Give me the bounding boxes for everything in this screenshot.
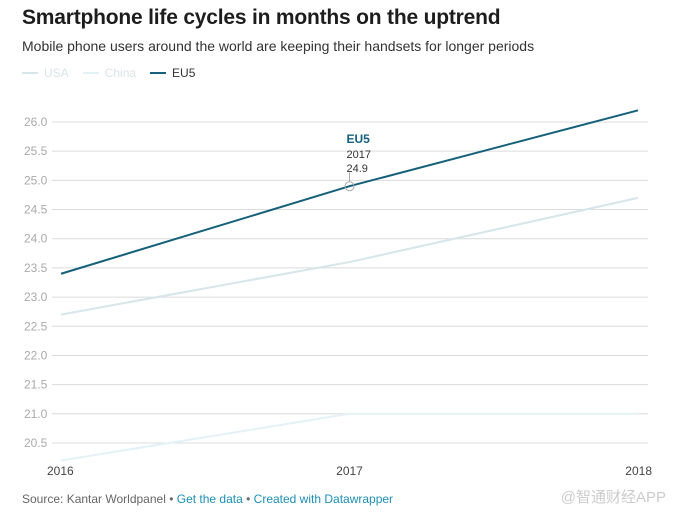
legend-swatch	[22, 72, 38, 74]
separator: •	[242, 492, 254, 506]
legend-swatch	[150, 72, 167, 74]
y-tick-label: 23.5	[24, 261, 48, 275]
source-text: Source: Kantar Worldpanel	[22, 492, 166, 506]
legend: USA China EU5	[22, 66, 195, 80]
tooltip-marker	[344, 181, 355, 192]
y-tick-label: 21.5	[24, 378, 48, 392]
x-tick-label: 2016	[47, 464, 74, 478]
legend-item-china[interactable]: China	[82, 66, 137, 80]
separator: •	[165, 492, 177, 506]
watermark: @智通财经APP	[560, 489, 666, 506]
legend-item-usa[interactable]: USA	[22, 66, 69, 80]
series-line-eu5	[60, 109, 639, 275]
y-tick-label: 24.0	[24, 232, 48, 246]
y-tick-label: 25.0	[24, 173, 48, 187]
legend-swatch	[82, 72, 99, 74]
y-tick-label: 23.0	[24, 290, 48, 304]
y-tick-label: 20.5	[24, 436, 48, 450]
y-tick-label: 22.0	[24, 348, 48, 362]
y-tick-label: 26.0	[24, 115, 48, 129]
series-line-china	[60, 412, 638, 462]
chart-title: Smartphone life cycles in months on the …	[22, 6, 501, 29]
y-tick-label: 21.0	[24, 407, 48, 421]
footer: Source: Kantar Worldpanel • Get the data…	[22, 492, 393, 506]
tooltip-series: EU5	[347, 132, 371, 146]
y-tick-label: 25.5	[24, 144, 48, 158]
y-tick-label: 22.5	[24, 319, 48, 333]
legend-label: USA	[44, 66, 69, 80]
tooltip-y: 24.9	[347, 163, 368, 175]
datawrapper-link[interactable]: Created with Datawrapper	[253, 492, 394, 506]
x-tick-label: 2017	[336, 464, 363, 478]
tooltip-x: 2017	[347, 149, 371, 161]
legend-label: EU5	[172, 66, 196, 80]
legend-label: China	[104, 66, 137, 80]
get-data-link[interactable]: Get the data	[176, 492, 243, 506]
x-tick-label: 2018	[625, 464, 652, 478]
series-line-usa	[60, 196, 639, 316]
chart-subtitle: Mobile phone users around the world are …	[22, 38, 535, 54]
legend-item-eu5[interactable]: EU5	[150, 66, 195, 80]
y-tick-label: 24.5	[24, 203, 48, 217]
